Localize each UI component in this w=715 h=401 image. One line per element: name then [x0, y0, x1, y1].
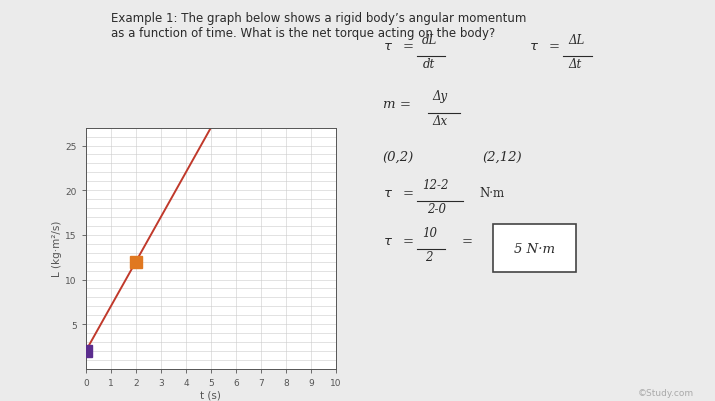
Text: =: = — [403, 40, 413, 53]
Y-axis label: L (kg·m²/s): L (kg·m²/s) — [52, 221, 62, 277]
Text: $\tau$: $\tau$ — [529, 40, 539, 53]
Text: =: = — [403, 235, 413, 247]
Text: m =: m = — [383, 98, 410, 111]
Text: Δy: Δy — [433, 90, 448, 103]
Text: =: = — [549, 40, 560, 53]
Text: ©Study.com: ©Study.com — [638, 388, 694, 397]
Text: 2-0: 2-0 — [427, 203, 446, 215]
Text: 12-2: 12-2 — [422, 178, 448, 191]
Text: Δx: Δx — [433, 114, 448, 127]
Text: (0,2): (0,2) — [383, 150, 414, 163]
Text: =: = — [461, 235, 472, 247]
Text: Example 1: The graph below shows a rigid body’s angular momentum
as a function o: Example 1: The graph below shows a rigid… — [111, 12, 526, 40]
Text: (2,12): (2,12) — [483, 150, 522, 163]
Text: 2: 2 — [425, 251, 433, 263]
Text: ΔL: ΔL — [568, 34, 585, 47]
Text: Δt: Δt — [568, 58, 582, 71]
Text: N·m: N·m — [479, 186, 504, 199]
Text: 5 N·m: 5 N·m — [514, 242, 555, 255]
Text: dt: dt — [423, 58, 435, 71]
Text: $\tau$: $\tau$ — [383, 186, 393, 199]
Text: $\tau$: $\tau$ — [383, 235, 393, 247]
Text: dL: dL — [422, 34, 437, 47]
Text: $\tau$: $\tau$ — [383, 40, 393, 53]
Text: 5 N·m: 5 N·m — [514, 242, 555, 255]
X-axis label: t (s): t (s) — [200, 390, 222, 400]
Text: 10: 10 — [422, 227, 437, 239]
Text: =: = — [403, 186, 413, 199]
